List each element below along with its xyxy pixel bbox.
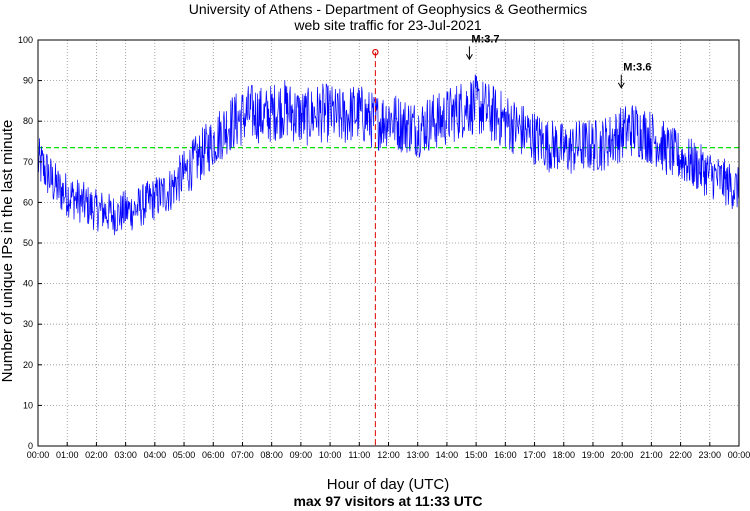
y-tick-label: 0 [28,441,33,451]
y-axis-label: Number of unique IPs in the last minute [0,120,16,383]
y-tick-label: 60 [23,197,33,207]
y-axis-ticks: 0 10 20 30 40 50 60 70 80 90 100 [18,35,42,451]
max-marker-group [372,48,379,446]
x-tick-label: 22:00 [669,450,692,460]
y-tick-label: 70 [23,157,33,167]
x-axis-sublabel: max 97 visitors at 11:33 UTC [293,493,482,509]
x-tick-label: 05:00 [173,450,196,460]
x-tick-label: 16:00 [494,450,517,460]
x-tick-label: 10:00 [319,450,342,460]
series-group [37,74,740,236]
y-tick-label: 40 [23,279,33,289]
max-marker-point [372,48,379,56]
x-tick-label: 03:00 [114,450,137,460]
x-tick-label: 06:00 [202,450,225,460]
x-tick-label: 02:00 [85,450,108,460]
annotations-group: M:3.7 M:3.6 [465,33,651,89]
x-tick-label: 08:00 [260,450,283,460]
x-tick-label: 15:00 [465,450,488,460]
chart-title: University of Athens - Department of Geo… [189,1,587,17]
y-tick-label: 80 [23,116,33,126]
x-tick-label: 18:00 [552,450,575,460]
y-tick-label: 30 [23,319,33,329]
quake-annotation-label: M:3.7 [471,33,499,45]
x-tick-label: 21:00 [640,450,663,460]
x-tick-label: 00:00 [728,450,750,460]
x-tick-label: 04:00 [144,450,167,460]
x-tick-label: 07:00 [231,450,254,460]
x-axis-ticks: 00:00 01:00 02:00 03:00 04:00 05:00 06:00 07:00… [27,442,750,460]
y-tick-label: 90 [23,76,33,86]
y-tick-label: 20 [23,360,33,370]
x-tick-label: 11:00 [348,450,370,460]
y-tick-label: 100 [18,35,33,45]
x-tick-label: 13:00 [406,450,429,460]
quake-annotation-label: M:3.6 [623,62,651,74]
x-tick-label: 12:00 [377,450,400,460]
x-tick-label: 14:00 [436,450,459,460]
x-tick-label: 09:00 [290,450,313,460]
y-tick-label: 50 [23,238,33,248]
quake-annotation-arrowhead [617,82,625,89]
y-tick-label: 10 [23,400,33,410]
x-tick-label: 23:00 [699,450,722,460]
x-tick-label: 19:00 [582,450,605,460]
x-tick-label: 20:00 [611,450,634,460]
quake-annotation-arrowhead [465,54,473,61]
chart-subtitle: web site traffic for 23-Jul-2021 [293,17,481,33]
x-tick-label: 17:00 [523,450,546,460]
x-axis-label: Hour of day (UTC) [327,476,450,493]
series-line [37,74,740,236]
x-tick-label: 00:00 [27,450,50,460]
x-tick-label: 01:00 [56,450,79,460]
